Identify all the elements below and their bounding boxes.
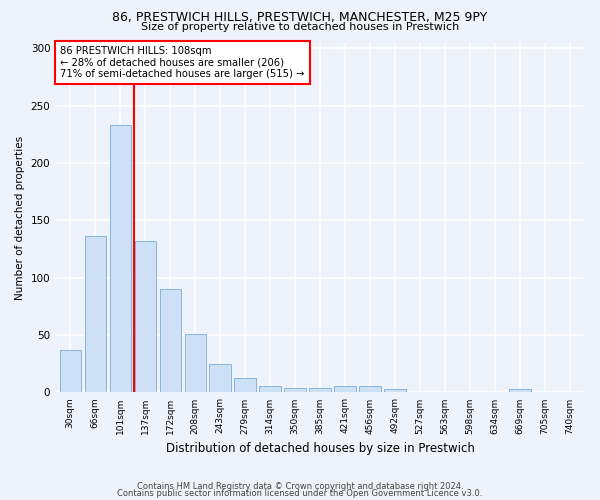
Bar <box>284 388 306 392</box>
X-axis label: Distribution of detached houses by size in Prestwich: Distribution of detached houses by size … <box>166 442 475 455</box>
Bar <box>160 289 181 393</box>
Text: Contains public sector information licensed under the Open Government Licence v3: Contains public sector information licen… <box>118 490 482 498</box>
Bar <box>85 236 106 392</box>
Bar <box>110 125 131 392</box>
Bar <box>185 334 206 392</box>
Bar <box>235 378 256 392</box>
Text: 86 PRESTWICH HILLS: 108sqm
← 28% of detached houses are smaller (206)
71% of sem: 86 PRESTWICH HILLS: 108sqm ← 28% of deta… <box>61 46 305 79</box>
Bar <box>509 389 530 392</box>
Bar <box>310 388 331 392</box>
Text: Size of property relative to detached houses in Prestwich: Size of property relative to detached ho… <box>141 22 459 32</box>
Bar <box>209 364 231 392</box>
Bar <box>59 350 81 393</box>
Text: 86, PRESTWICH HILLS, PRESTWICH, MANCHESTER, M25 9PY: 86, PRESTWICH HILLS, PRESTWICH, MANCHEST… <box>112 11 488 24</box>
Y-axis label: Number of detached properties: Number of detached properties <box>15 136 25 300</box>
Bar <box>385 389 406 392</box>
Text: Contains HM Land Registry data © Crown copyright and database right 2024.: Contains HM Land Registry data © Crown c… <box>137 482 463 491</box>
Bar <box>134 241 156 392</box>
Bar <box>259 386 281 392</box>
Bar <box>334 386 356 392</box>
Bar <box>359 386 380 392</box>
